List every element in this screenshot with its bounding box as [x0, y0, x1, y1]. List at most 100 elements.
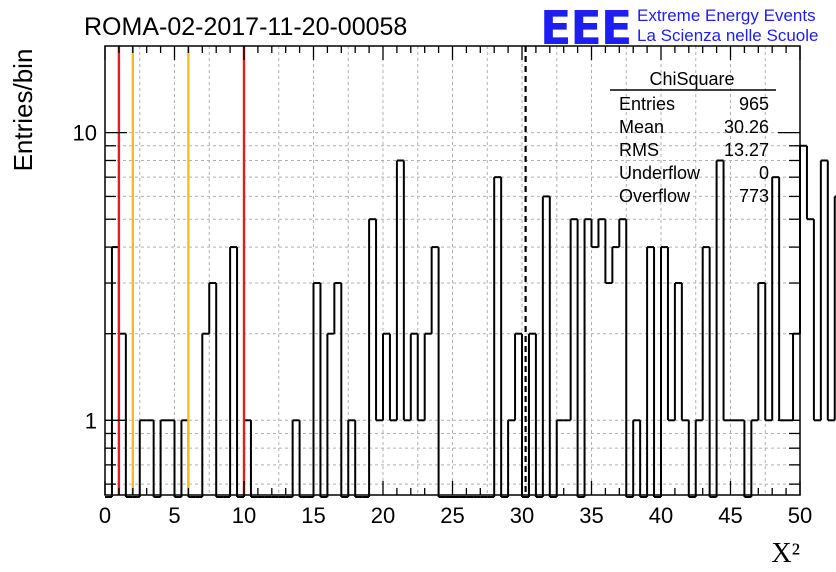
histogram-bin — [105, 247, 113, 498]
grid-lines — [105, 46, 800, 495]
histogram-bin — [487, 177, 496, 498]
histogram-bin — [403, 333, 412, 422]
histogram-bin — [174, 420, 183, 498]
stats-value: 965 — [739, 94, 769, 114]
histogram-bin — [431, 246, 440, 497]
y-tick-labels: 1 10 — [73, 121, 97, 434]
x-tick-label: 35 — [579, 503, 603, 528]
stats-title: ChiSquare — [649, 69, 734, 89]
x-tick-label: 45 — [718, 503, 742, 528]
x-tick-label: 10 — [232, 503, 256, 528]
histogram-bin — [605, 247, 614, 285]
histogram-bin — [389, 160, 398, 422]
histogram-bin — [306, 283, 315, 498]
stats-box: ChiSquare Entries 965 Mean 30.26 RMS 13.27 Und… — [610, 69, 776, 206]
x-tick-label: 25 — [440, 503, 464, 528]
histogram-bin — [146, 419, 155, 497]
eee-logo-text: EEE — [540, 1, 631, 55]
histogram-bars — [105, 144, 836, 498]
histogram-bin — [667, 283, 676, 422]
histogram-bin — [577, 219, 586, 498]
stats-value: 30.26 — [724, 117, 769, 137]
histogram-bin — [153, 420, 162, 498]
stats-label: Underflow — [619, 163, 701, 183]
y-axis-title: Entries/bin — [8, 49, 38, 172]
histogram-bin — [633, 419, 642, 497]
chart-title: ROMA-02-2017-11-20-00058 — [84, 13, 407, 41]
histogram-bin — [688, 420, 697, 498]
x-tick-label: 20 — [371, 503, 395, 528]
stats-label: Entries — [619, 94, 675, 114]
x-tick-label: 15 — [301, 503, 325, 528]
histogram-bin — [348, 419, 357, 497]
histogram-bin — [167, 419, 176, 497]
histogram-bin — [549, 420, 558, 498]
x-tick-label: 30 — [510, 503, 534, 528]
histogram-bin — [383, 332, 391, 421]
histogram-bin — [341, 420, 350, 498]
reference-lines — [117, 46, 527, 495]
histogram-bin — [369, 218, 378, 421]
histogram-bin — [661, 246, 669, 421]
histogram-bin — [563, 219, 572, 422]
x-tick-label: 40 — [649, 503, 673, 528]
stats-label: Mean — [619, 117, 664, 137]
histogram-bin — [702, 246, 711, 497]
x-tick-label: 0 — [99, 503, 111, 528]
histogram-bin — [765, 177, 774, 422]
histogram-bin — [626, 420, 635, 498]
histogram-bin — [793, 145, 801, 335]
histogram-bin — [591, 219, 600, 249]
histogram-bin — [674, 282, 683, 421]
stats-value: 773 — [739, 186, 769, 206]
stats-label: Overflow — [619, 186, 691, 206]
histogram-bin — [285, 420, 294, 498]
histogram-bin — [528, 332, 537, 497]
stats-rows: Entries 965 Mean 30.26 RMS 13.27 Underflow 0 Ove… — [619, 94, 769, 206]
histogram-bin — [716, 159, 725, 421]
histogram-bin — [132, 420, 141, 498]
histogram-bin — [535, 196, 544, 498]
histogram-bin — [827, 196, 836, 422]
logo-line-2: La Scienza nelle Scuole — [637, 26, 818, 45]
histogram-bin — [786, 333, 795, 422]
histogram-bin — [376, 333, 384, 422]
histogram-bin — [327, 283, 336, 335]
histogram-bin — [806, 218, 815, 421]
histogram-bin — [813, 160, 822, 422]
histogram-bin — [542, 195, 551, 497]
histogram-bin — [515, 332, 523, 497]
histogram-bin — [695, 247, 704, 422]
histogram-bin — [522, 333, 530, 498]
histogram-bin — [654, 247, 662, 498]
stats-value: 13.27 — [724, 140, 769, 160]
stats-value: 0 — [759, 163, 769, 183]
histogram-bin — [570, 218, 579, 497]
histogram-bin — [598, 218, 607, 284]
histogram-bin — [772, 176, 781, 421]
histogram-bin — [202, 283, 211, 335]
histogram-bin — [417, 333, 426, 422]
histogram-bin — [737, 419, 746, 497]
histogram-bin — [681, 419, 690, 497]
histogram-bin — [313, 282, 322, 497]
y-tick-label: 10 — [73, 121, 97, 146]
x-tick-labels: 0 5 10 15 20 25 30 35 40 45 50 — [99, 503, 812, 528]
histogram-bin — [209, 282, 218, 497]
histogram-bin — [195, 333, 204, 498]
x-tick-label: 50 — [788, 503, 812, 528]
logo-line-1: Extreme Energy Events — [637, 6, 816, 25]
histogram-bin — [820, 159, 829, 421]
histogram-bin — [494, 176, 503, 497]
histogram-bin — [640, 247, 649, 498]
axis-ticks — [104, 46, 801, 495]
histogram-bin — [751, 283, 760, 422]
histogram-bin — [410, 332, 419, 421]
histogram-bin — [334, 282, 343, 497]
stats-label: RMS — [619, 140, 659, 160]
histogram-bin — [501, 420, 510, 498]
x-tick-label: 5 — [168, 503, 180, 528]
histogram-bin — [584, 218, 593, 248]
histogram-bin — [744, 420, 753, 498]
